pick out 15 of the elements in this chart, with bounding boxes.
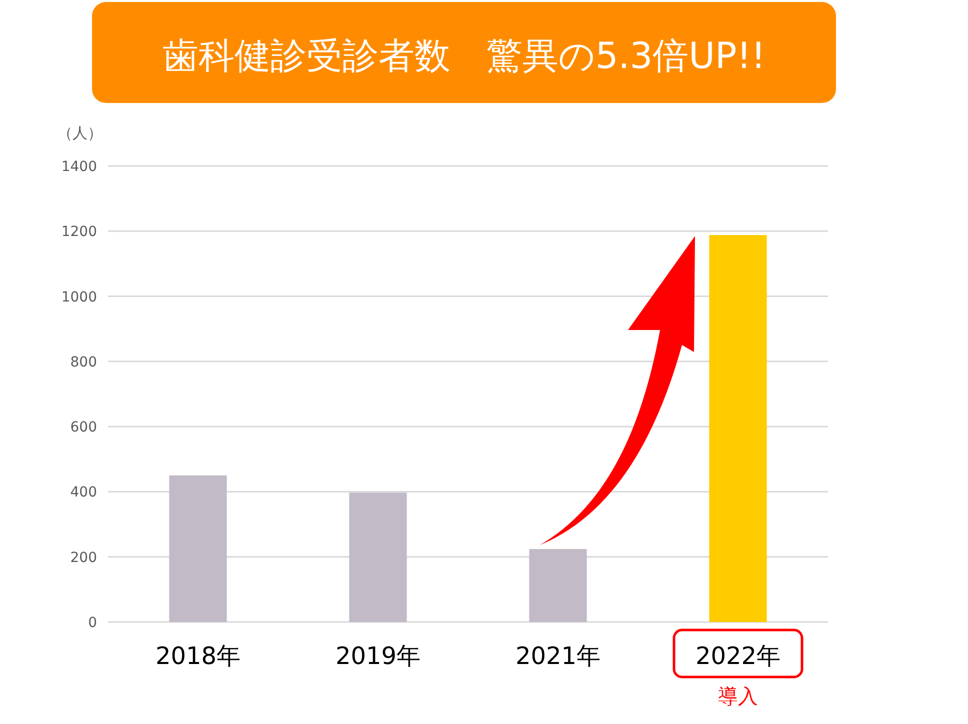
y-axis-title: （人） (58, 124, 102, 142)
y-tick-label: 1000 (61, 289, 97, 306)
y-tick-label: 1200 (61, 224, 97, 240)
y-tick-label: 200 (70, 550, 97, 566)
y-tick-label: 800 (70, 354, 97, 370)
y-tick-label: 1400 (61, 159, 97, 175)
y-tick-label: 600 (70, 420, 97, 436)
x-tick-label: 2019年 (335, 642, 421, 670)
x-tick-label: 2021年 (515, 642, 601, 670)
text: 導入 (718, 684, 758, 708)
chart-title: 歯科健診受診者数 驚異の5.3倍UP!! (162, 36, 766, 77)
x-tick-label: 2018年 (155, 642, 241, 670)
y-tick-label: 400 (70, 484, 97, 501)
y-tick-label: 0 (88, 615, 97, 631)
x-tick-label: 2022年 (695, 642, 781, 670)
